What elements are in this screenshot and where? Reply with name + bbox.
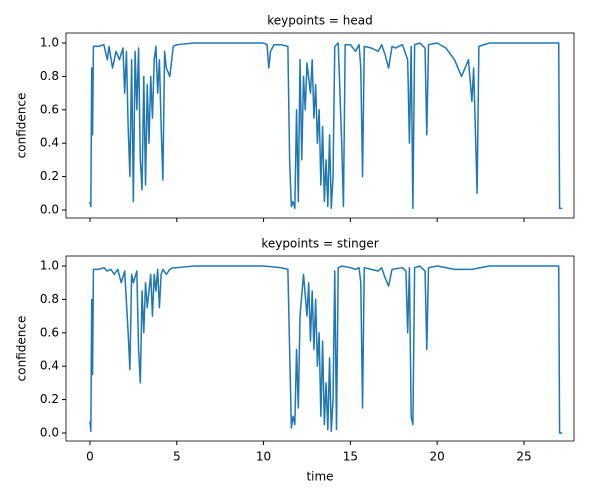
subplot-title: keypoints = stinger [261, 237, 378, 251]
subplot-title: keypoints = head [267, 14, 373, 28]
x-tick-label: 20 [430, 450, 445, 464]
y-tick-label: 0.8 [40, 69, 59, 83]
x-axis-label: time [306, 470, 333, 484]
x-tick-label: 5 [173, 450, 181, 464]
y-tick-label: 0.6 [40, 102, 59, 116]
y-tick-label: 0.2 [40, 392, 59, 406]
x-tick-label: 0 [86, 450, 94, 464]
y-tick-label: 1.0 [40, 36, 59, 50]
y-tick-label: 0.8 [40, 292, 59, 306]
x-tick-label: 15 [343, 450, 358, 464]
y-tick-label: 1.0 [40, 259, 59, 273]
axes-frame [65, 32, 575, 219]
y-tick-label: 0.6 [40, 325, 59, 339]
y-axis-label: confidence [15, 316, 29, 382]
y-axis-label: confidence [15, 93, 29, 159]
line-series [89, 42, 563, 210]
line-series [89, 265, 563, 434]
axes-frame [65, 255, 575, 442]
y-tick-label: 0.0 [40, 202, 59, 216]
x-tick-label: 25 [516, 450, 531, 464]
y-tick-label: 0.4 [40, 359, 59, 373]
x-tick-label: 10 [256, 450, 271, 464]
y-tick-label: 0.2 [40, 169, 59, 183]
y-tick-label: 0.4 [40, 136, 59, 150]
y-tick-label: 0.0 [40, 425, 59, 439]
